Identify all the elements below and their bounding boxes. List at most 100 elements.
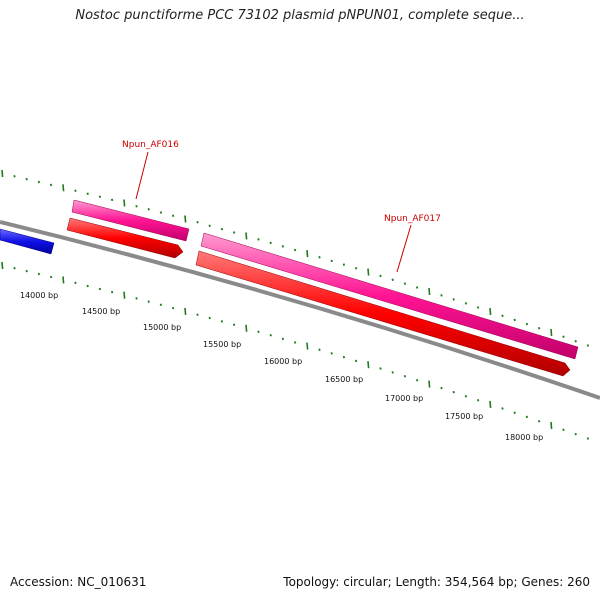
outer-tick [415,286,419,289]
outer-tick [489,308,492,316]
inner-tick [452,390,455,394]
gene-feature-blue[interactable] [0,228,55,255]
inner-tick [306,342,309,350]
tick-label-15500: 15500 bp [203,340,241,349]
inner-tick [367,361,370,369]
inner-tick [159,303,163,307]
inner-tick [208,316,211,320]
outer-tick [123,199,126,207]
map-title: Nostoc punctiforme PCC 73102 plasmid pNP… [75,8,525,23]
inner-tick [501,407,504,410]
inner-tick [245,324,248,332]
outer-tick [171,214,175,218]
outer-tick [318,255,321,259]
inner-tick [171,306,175,310]
outer-tick [220,227,224,231]
outer-tick-marks [1,169,590,347]
inner-tick [562,428,565,432]
tick-label-16500: 16500 bp [325,375,363,384]
outer-tick [452,298,455,301]
outer-tick [269,241,272,245]
inner-tick [281,337,285,341]
inner-tick [74,281,77,285]
tick-label-17000: 17000 bp [385,394,423,403]
inner-tick [293,341,297,344]
inner-tick [537,419,541,423]
outer-tick [74,189,77,193]
inner-tick [330,352,333,355]
inner-tick [464,394,468,398]
gene-leader-line-npun-af016 [135,151,149,200]
inner-tick [586,437,590,440]
outer-tick [391,278,394,281]
inner-tick [98,287,102,291]
outer-tick [574,339,577,343]
inner-tick [257,330,260,334]
inner-tick [49,275,53,279]
inner-tick [318,348,321,351]
tick-label-18000: 18000 bp [505,433,543,442]
outer-tick [184,215,187,223]
inner-tick [37,272,41,276]
inner-tick-marks [1,261,590,440]
inner-tick [86,284,89,288]
outer-tick [476,306,480,309]
outer-tick [49,183,53,187]
outer-tick [208,224,211,227]
inner-tick [123,291,126,299]
outer-tick [501,314,504,317]
inner-tick [415,378,419,382]
inner-tick [342,355,346,359]
outer-tick [13,175,16,178]
outer-tick [98,195,102,199]
outer-tick [513,318,516,322]
inner-tick [147,300,150,303]
inner-tick [1,261,4,270]
inner-tick [440,386,443,390]
inner-tick [525,415,529,419]
outer-tick [1,169,4,178]
outer-tick [196,221,199,224]
inner-tick [110,290,114,294]
inner-tick [220,320,224,323]
outer-tick [110,198,114,202]
inner-tick [403,374,407,378]
outer-tick [257,238,260,241]
gene-feature-npun-af017-pink[interactable] [200,232,579,360]
outer-tick [330,259,333,263]
accession-text: Accession: NC_010631 [10,575,147,589]
tick-label-16000: 16000 bp [264,357,302,366]
gene-label-npun-af016[interactable]: Npun_AF016 [122,140,179,150]
inner-tick [269,334,272,337]
tick-label-14000: 14000 bp [20,291,58,300]
outer-tick [306,250,309,258]
inner-tick [476,399,480,402]
outer-tick [37,180,41,184]
outer-tick [586,344,590,347]
inner-tick [391,371,394,374]
outer-tick [245,232,248,240]
outer-tick [440,294,443,297]
outer-tick [86,192,89,196]
gene-feature-npun-af016-pink[interactable] [71,199,190,242]
inner-tick [232,323,236,327]
gene-feature-npun-af017-red[interactable] [195,250,571,377]
tick-label-17500: 17500 bp [445,412,483,421]
outer-tick [550,328,553,337]
outer-tick [281,245,285,248]
outer-tick [367,268,370,276]
inner-tick [550,421,553,430]
outer-tick [25,177,28,181]
outer-tick [464,302,468,305]
inner-tick [135,297,138,300]
outer-tick [354,267,358,270]
outer-tick [562,335,565,339]
gene-label-npun-af017[interactable]: Npun_AF017 [384,214,441,224]
gene-feature-npun-af016-red[interactable] [66,217,184,259]
tick-label-14500: 14500 bp [82,307,120,316]
inner-tick [489,400,492,408]
outer-tick [293,248,297,252]
inner-tick [574,432,577,436]
outer-tick [62,184,65,192]
